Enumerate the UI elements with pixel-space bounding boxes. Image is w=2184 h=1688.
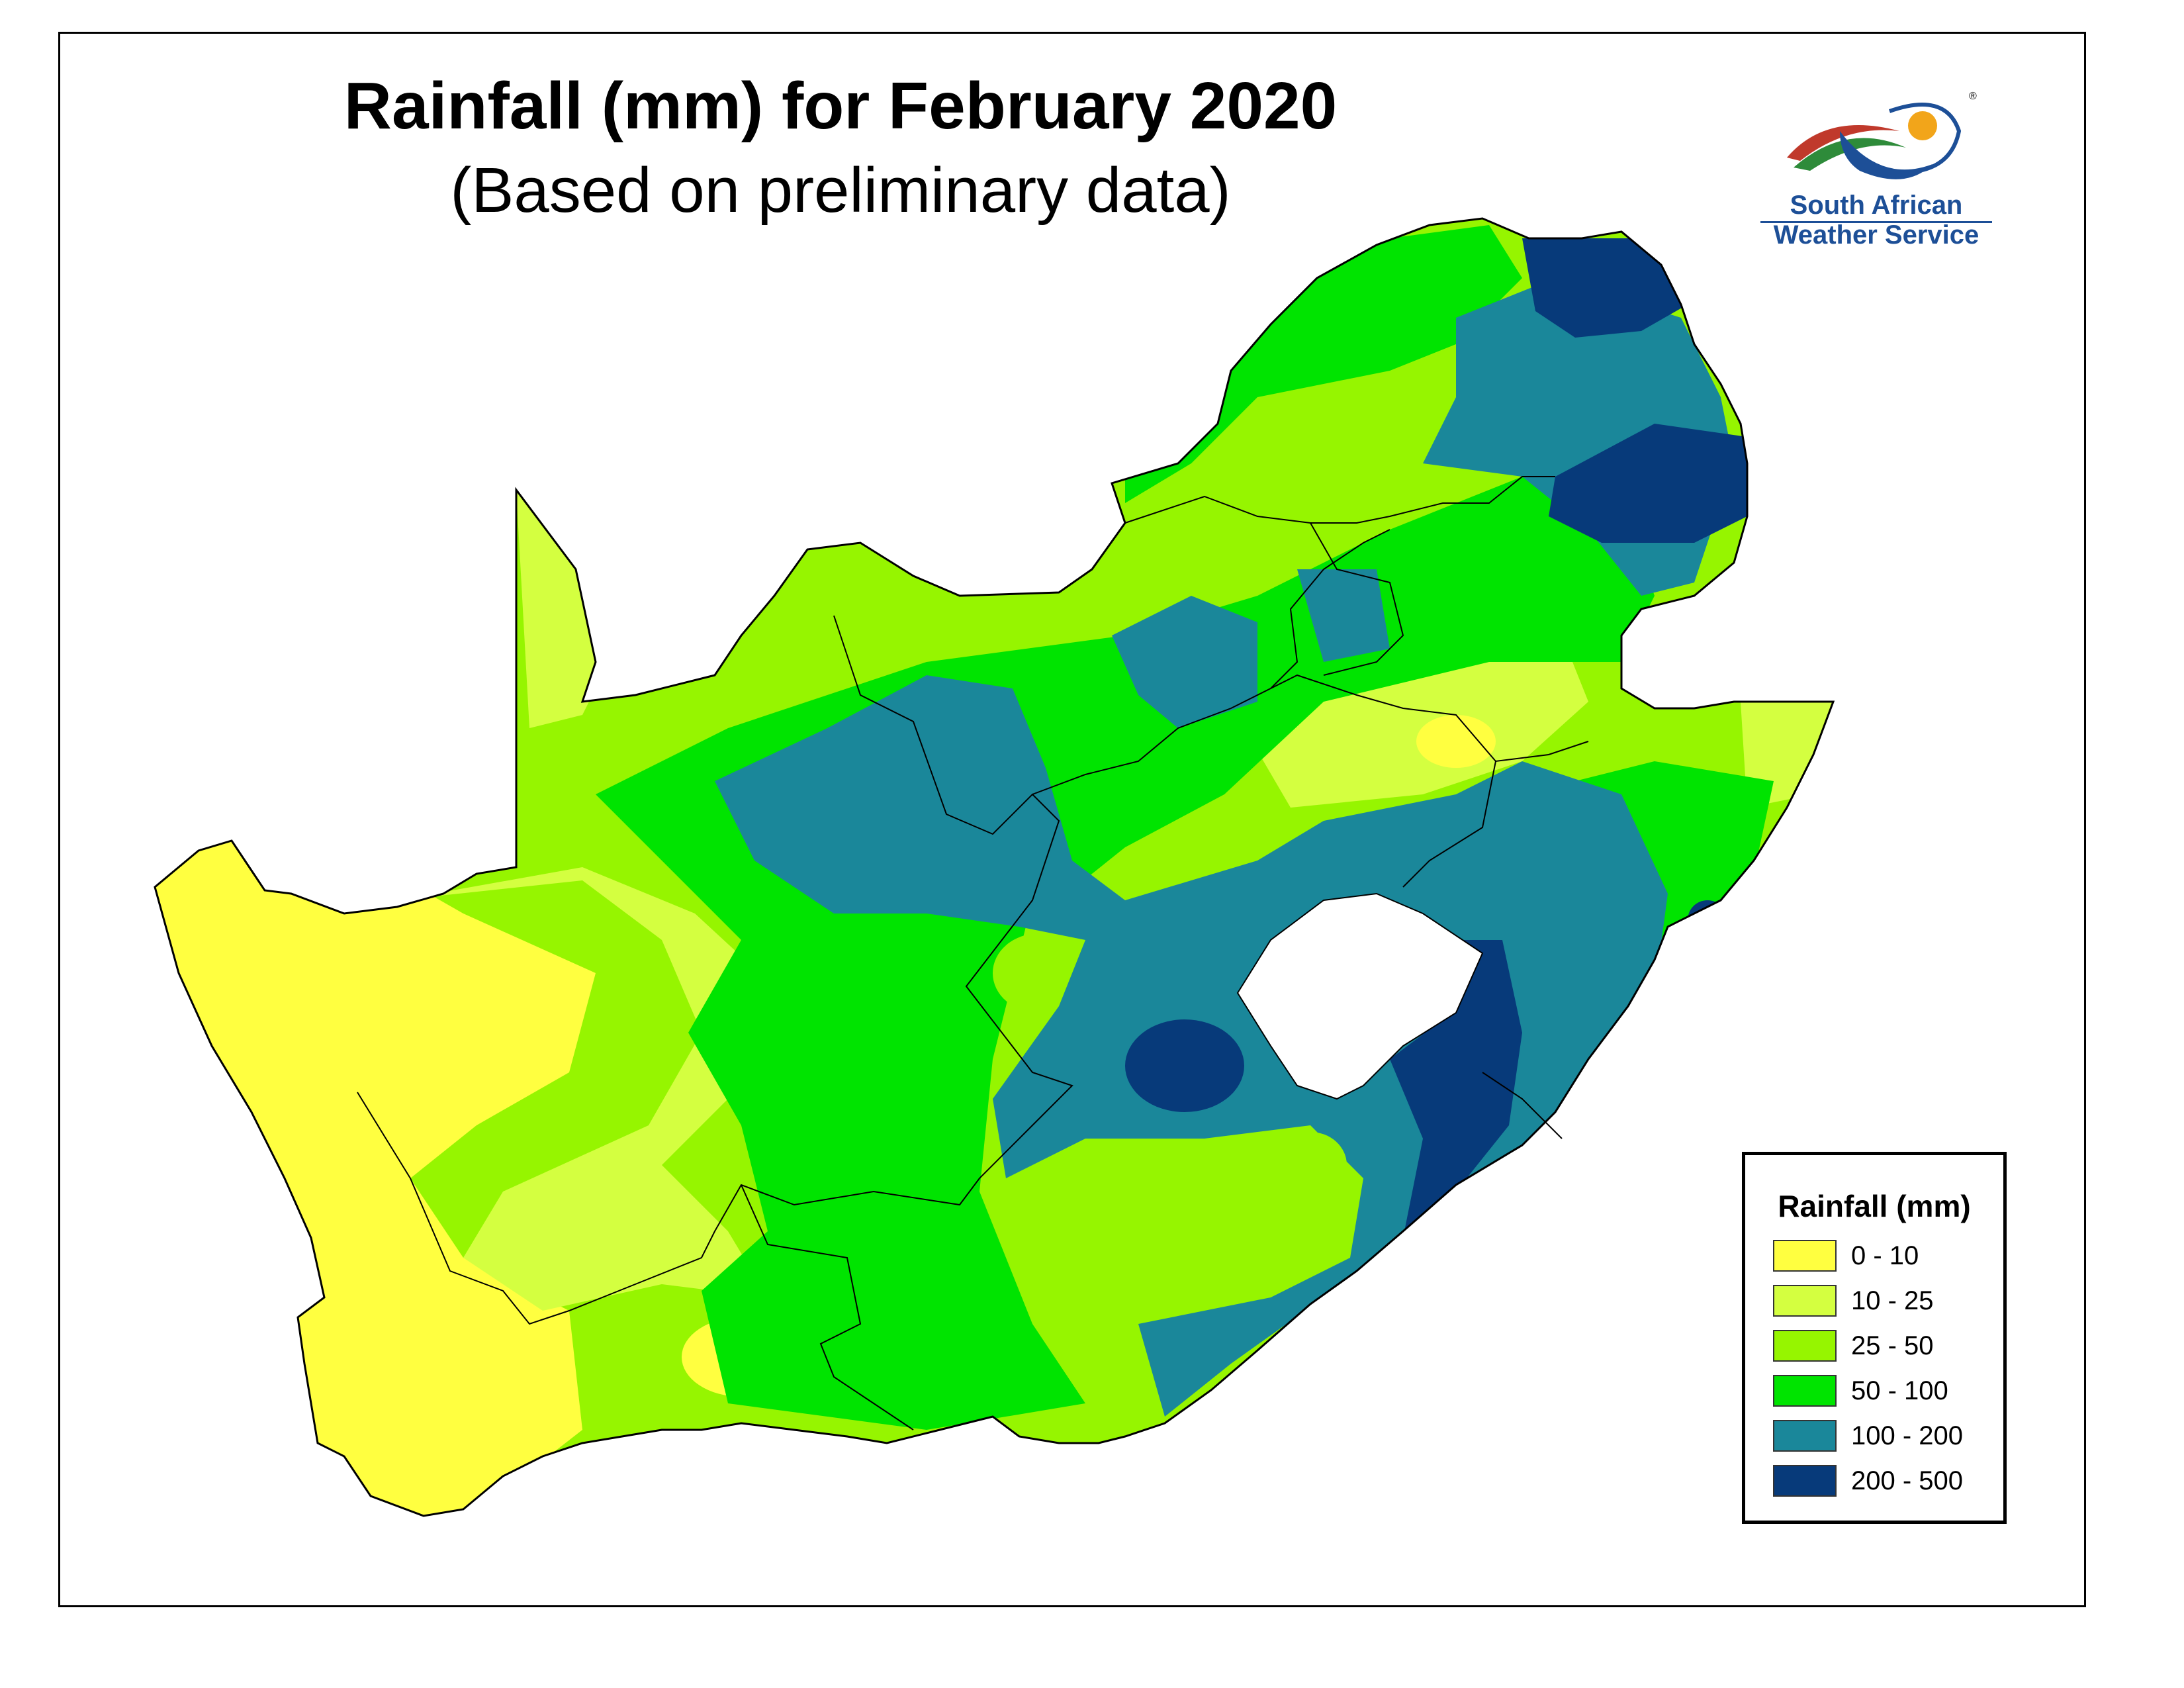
zone-10-25-north — [516, 490, 609, 728]
logo-sun — [1908, 111, 1937, 140]
zone-100-200-north — [1112, 596, 1257, 728]
legend-title: Rainfall (mm) — [1778, 1189, 1971, 1223]
legend-label: 50 - 100 — [1851, 1376, 1948, 1405]
lesotho — [1236, 892, 1484, 1100]
legend-label: 100 - 200 — [1851, 1421, 1964, 1450]
map-subtitle: (Based on preliminary data) — [450, 155, 1231, 226]
map-frame — [58, 32, 2086, 1607]
legend: Rainfall (mm) 0 - 10 10 - 25 25 - 50 50 … — [1742, 1152, 2007, 1524]
zone-100-200-gauteng — [1297, 569, 1390, 662]
legend-swatch — [1773, 1420, 1837, 1452]
legend-swatch — [1773, 1240, 1837, 1272]
zone-10-25-west — [397, 867, 781, 1311]
legend-swatch — [1773, 1375, 1837, 1407]
logo-swoosh-blue — [1840, 131, 1933, 179]
saws-logo-text: South African Weather Service — [1747, 191, 2005, 250]
legend-label: 200 - 500 — [1851, 1466, 1964, 1495]
legend-swatch — [1773, 1285, 1837, 1317]
zone-200-500-central — [1125, 1019, 1244, 1112]
logo-arc — [1889, 103, 1962, 173]
rainfall-zones — [155, 218, 1833, 1516]
logo-divider — [1760, 221, 1992, 223]
logo-text-line2: Weather Service — [1773, 220, 1979, 250]
logo-text-line1: South African — [1790, 191, 1963, 220]
province-boundaries — [357, 476, 1589, 1430]
map-title: Rainfall (mm) for February 2020 — [343, 69, 1338, 143]
zone-200-500-east — [1390, 940, 1522, 1258]
logo-swoosh-red — [1787, 125, 1899, 161]
zone-200-500-northeast — [1549, 424, 1747, 543]
legend-swatch — [1773, 1330, 1837, 1362]
country-outline — [154, 217, 1835, 1517]
legend-label: 25 - 50 — [1851, 1331, 1934, 1360]
legend-swatch — [1773, 1465, 1837, 1497]
logo-swoosh-green — [1794, 138, 1906, 171]
zone-0-10-east — [1416, 715, 1496, 768]
zone-25-50-pocket3 — [1274, 1132, 1347, 1198]
zone-25-50-pocket — [993, 933, 1085, 1013]
legend-label: 10 - 25 — [1851, 1286, 1934, 1315]
zone-200-500-north — [1522, 238, 1688, 338]
legend-label: 0 - 10 — [1851, 1241, 1919, 1270]
saws-logo: ® — [1787, 91, 1977, 179]
logo-registered-mark: ® — [1969, 91, 1977, 102]
